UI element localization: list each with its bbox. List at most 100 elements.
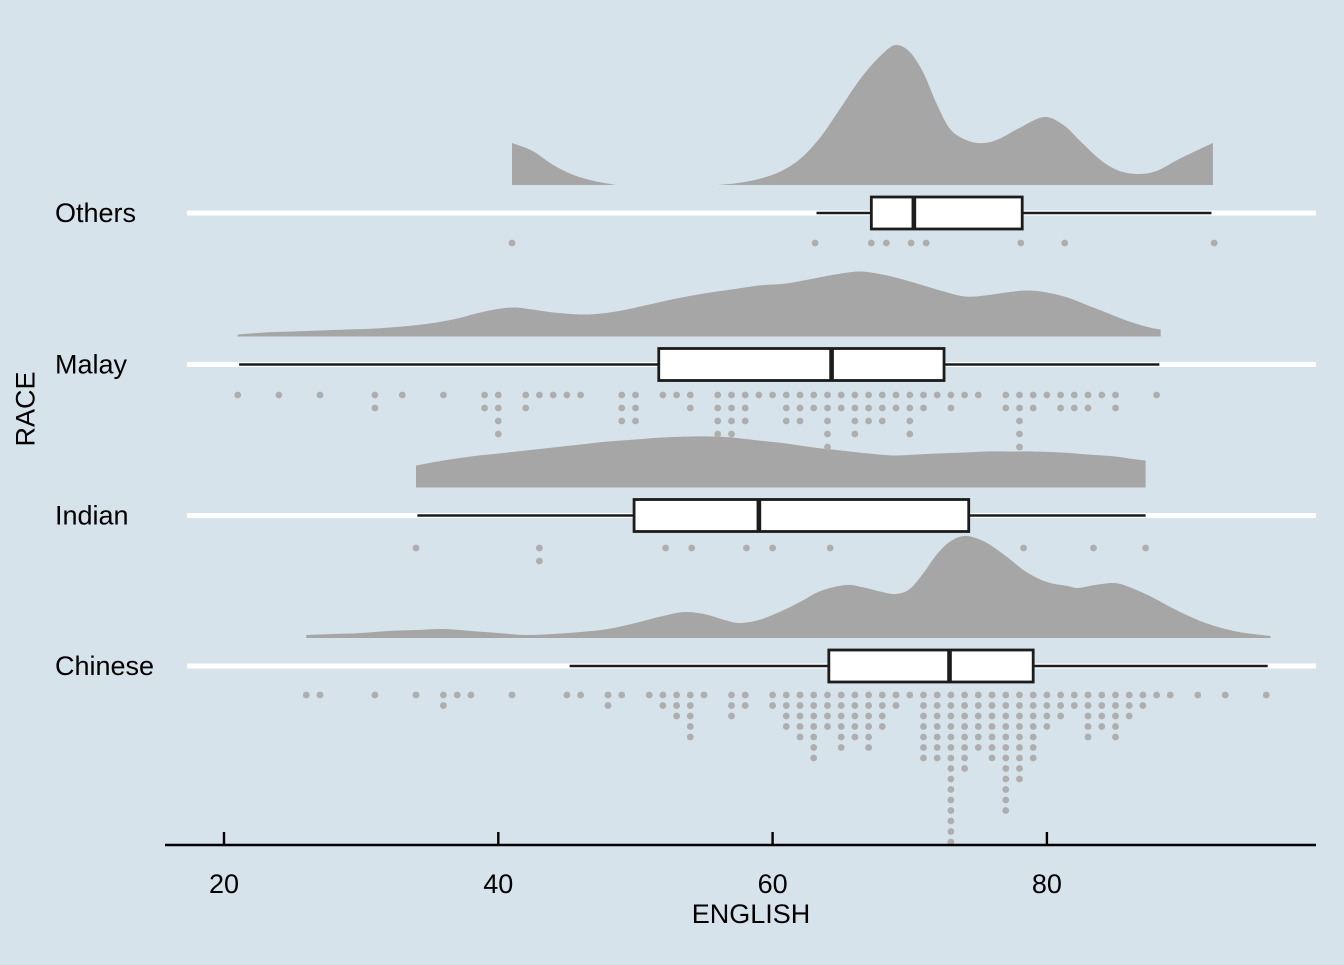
data-point	[796, 723, 804, 730]
data-point	[1142, 544, 1149, 552]
data-point	[1210, 239, 1218, 247]
data-point	[1057, 702, 1064, 709]
data-point	[865, 404, 872, 412]
data-point	[865, 733, 872, 741]
data-point	[1016, 723, 1023, 730]
data-point	[1084, 733, 1092, 741]
data-point	[508, 691, 516, 699]
data-point	[618, 404, 626, 412]
data-point	[1084, 712, 1092, 720]
data-point	[782, 712, 790, 720]
data-point	[837, 691, 845, 699]
data-point	[618, 391, 626, 399]
data-point	[824, 404, 831, 412]
x-tick-label: 20	[209, 869, 239, 899]
data-point	[1057, 691, 1064, 699]
data-point	[1084, 691, 1092, 699]
data-point	[865, 391, 872, 399]
data-point	[632, 404, 639, 412]
data-point	[481, 404, 488, 412]
x-axis-title-text: ENGLISH	[691, 899, 811, 929]
data-point	[1002, 744, 1010, 751]
data-point	[302, 691, 310, 699]
data-point	[920, 391, 927, 399]
data-point	[1016, 443, 1023, 451]
data-point	[494, 430, 502, 438]
data-point	[1084, 404, 1092, 412]
data-point	[1166, 691, 1174, 699]
data-point	[494, 417, 502, 425]
data-point	[906, 391, 914, 399]
data-point	[1098, 702, 1106, 709]
data-point	[577, 391, 584, 399]
data-point	[920, 754, 927, 762]
data-point	[1125, 691, 1133, 699]
data-point	[1057, 404, 1064, 412]
data-point	[1153, 691, 1160, 699]
data-point	[988, 723, 996, 730]
data-point	[234, 391, 242, 399]
data-point	[865, 417, 872, 425]
data-point	[1043, 691, 1051, 699]
data-point	[933, 754, 941, 762]
data-point	[961, 391, 968, 399]
data-point	[1084, 391, 1092, 399]
data-point	[1016, 702, 1023, 709]
data-point	[878, 691, 886, 699]
data-point	[824, 391, 831, 399]
data-point	[536, 544, 543, 552]
data-point	[1112, 733, 1119, 741]
data-point	[1016, 775, 1023, 783]
data-point	[714, 404, 722, 412]
density-area-malay	[237, 271, 1161, 337]
data-point	[728, 404, 735, 412]
data-point	[851, 430, 859, 438]
data-point	[1016, 733, 1023, 741]
data-point	[741, 702, 749, 709]
data-point	[412, 544, 420, 552]
data-point	[741, 417, 749, 425]
data-point	[811, 239, 819, 247]
data-point	[883, 239, 890, 247]
data-point	[714, 417, 722, 425]
data-point	[782, 417, 790, 425]
data-point	[1098, 391, 1106, 399]
data-point	[961, 744, 968, 751]
data-point	[1125, 702, 1133, 709]
data-point	[1002, 404, 1010, 412]
data-point	[769, 391, 776, 399]
data-point	[494, 404, 502, 412]
data-point	[1029, 404, 1037, 412]
data-point	[851, 723, 859, 730]
data-point	[371, 404, 379, 412]
data-point	[837, 404, 845, 412]
data-point	[988, 744, 996, 751]
box-indian	[632, 498, 971, 533]
data-point	[878, 723, 886, 730]
data-point	[1194, 691, 1202, 699]
data-point	[810, 754, 818, 762]
data-point	[536, 391, 543, 399]
data-point	[961, 765, 968, 772]
data-point	[1002, 765, 1010, 772]
data-point	[1221, 691, 1229, 699]
data-point	[988, 691, 996, 699]
data-point	[577, 691, 584, 699]
data-point	[741, 404, 749, 412]
data-point	[371, 391, 379, 399]
data-point	[1016, 765, 1023, 772]
data-point	[837, 744, 845, 751]
data-point	[824, 712, 831, 720]
data-point	[662, 544, 669, 552]
data-point	[851, 702, 859, 709]
data-point	[1125, 712, 1133, 720]
data-point	[826, 544, 834, 552]
data-point	[810, 404, 818, 412]
data-point	[563, 391, 571, 399]
data-point	[1070, 391, 1078, 399]
data-point	[824, 702, 831, 709]
data-point	[907, 239, 915, 247]
data-point	[947, 838, 955, 846]
data-point	[851, 733, 859, 741]
data-point	[865, 691, 872, 699]
